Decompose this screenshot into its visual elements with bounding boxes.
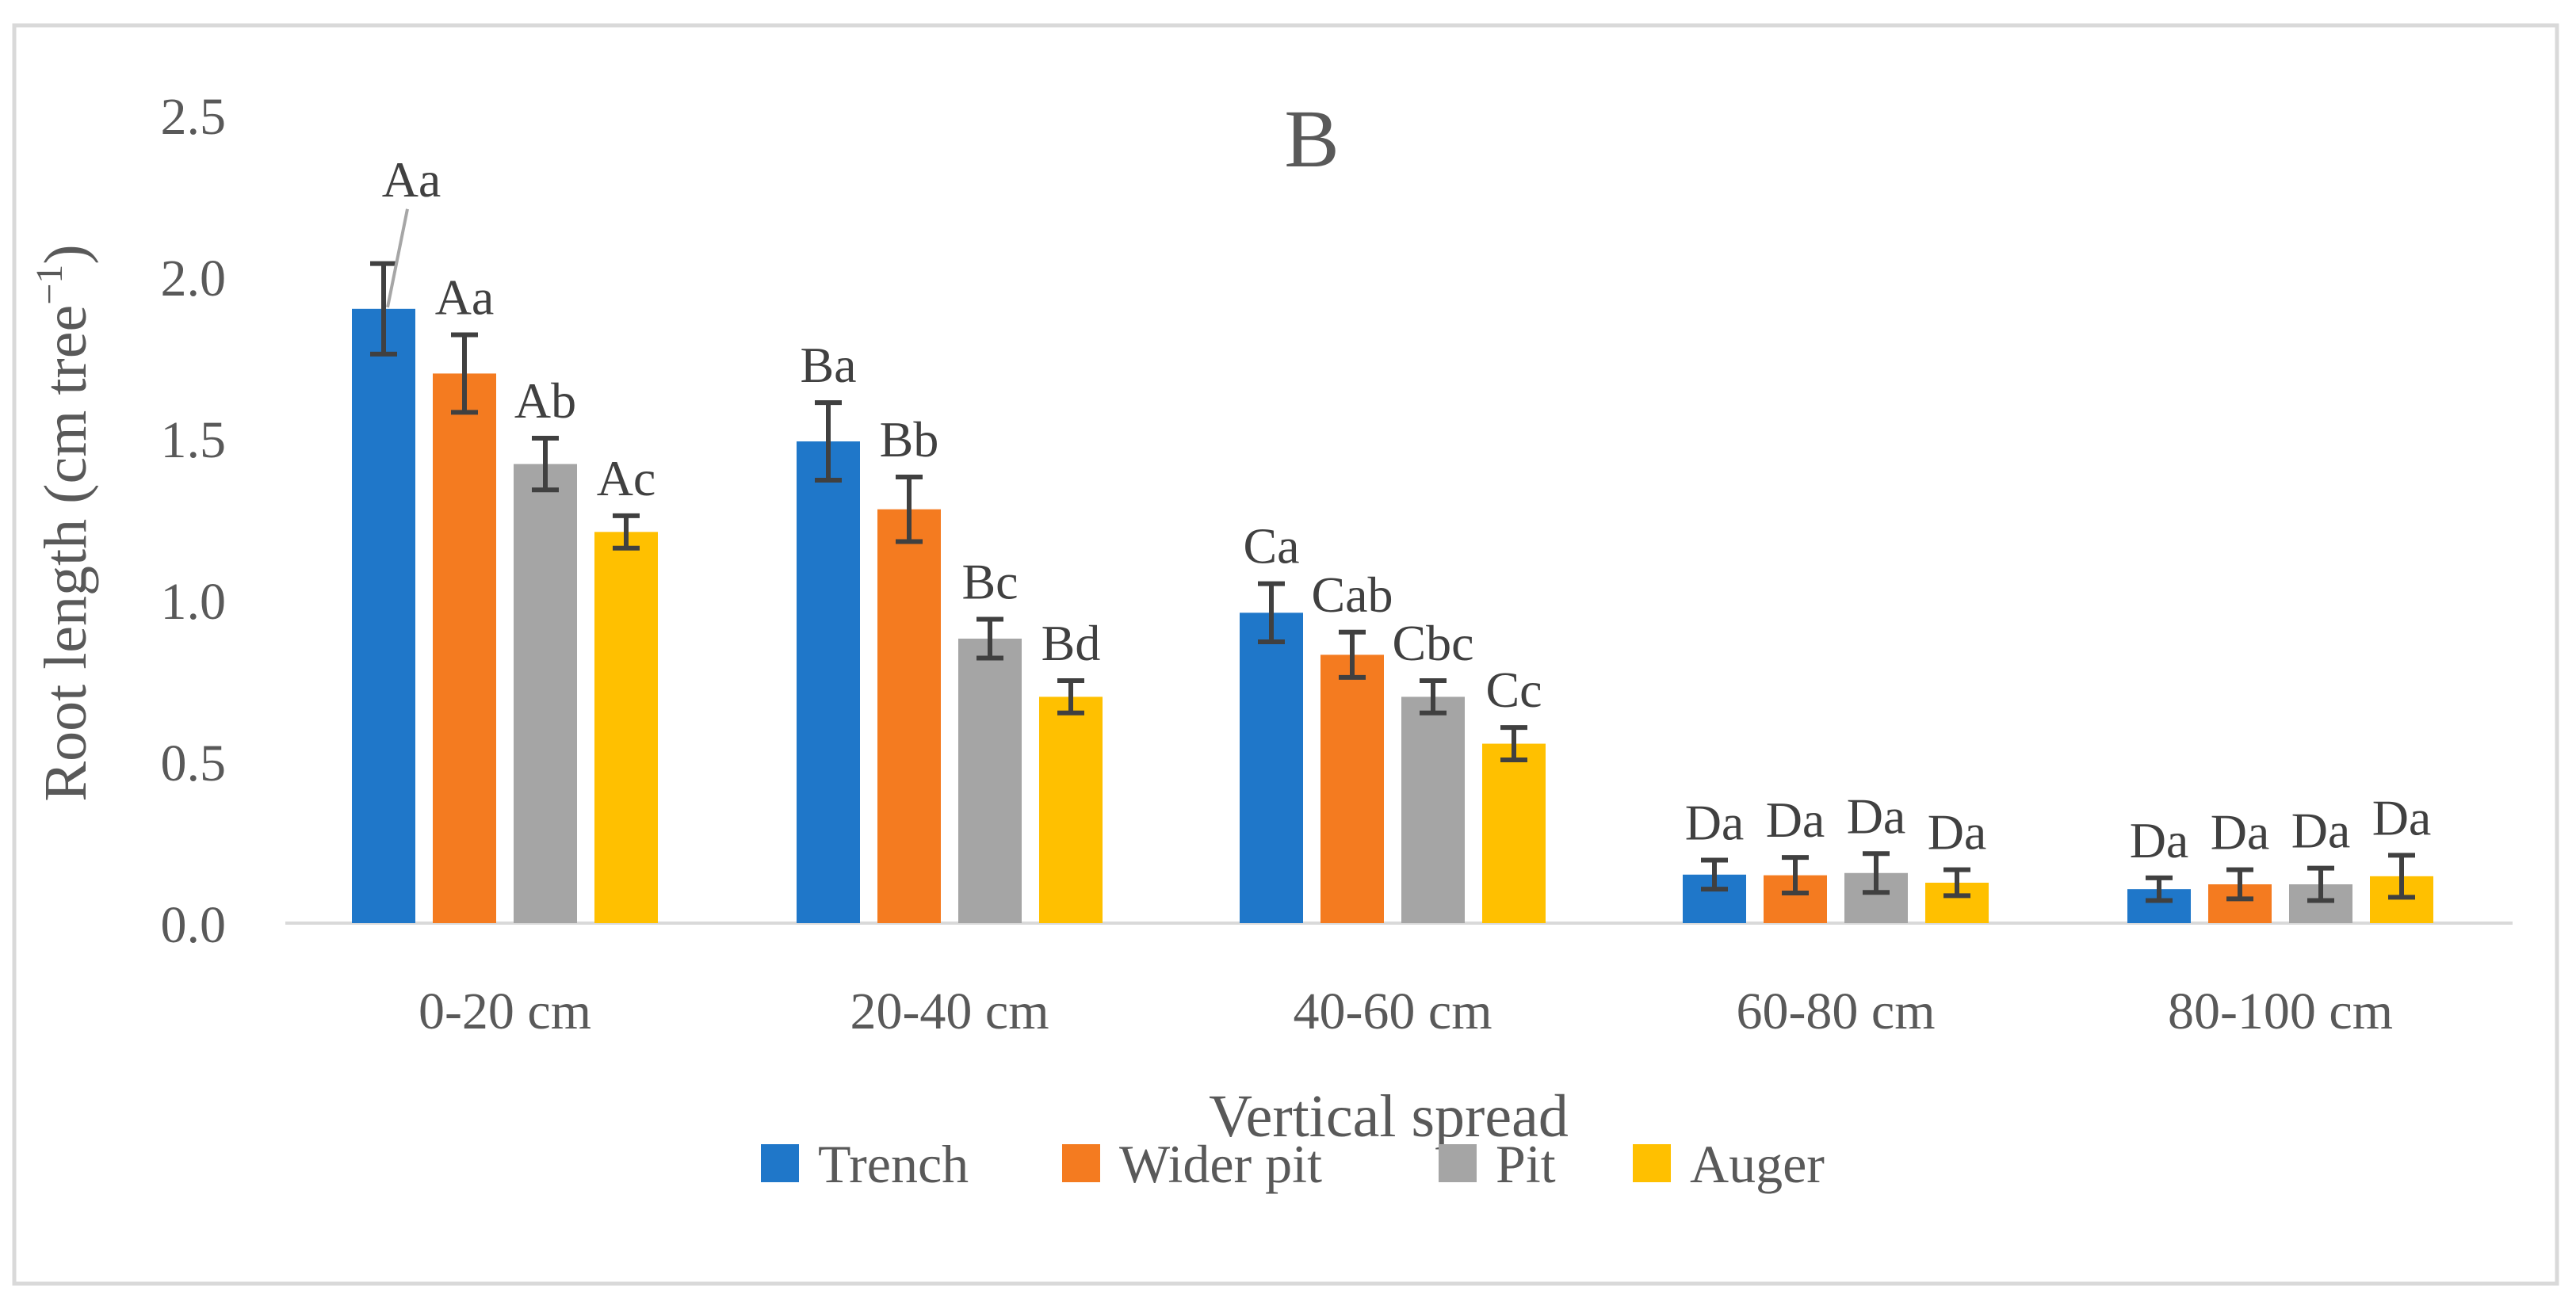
x-tick-label: 80-100 cm bbox=[2168, 983, 2393, 1040]
data-label: Da bbox=[1685, 794, 1745, 850]
x-tick-label: 60-80 cm bbox=[1736, 983, 1935, 1040]
y-tick-label: 0.5 bbox=[161, 735, 227, 792]
legend-label: Pit bbox=[1496, 1134, 1556, 1194]
data-label: Cc bbox=[1485, 662, 1542, 718]
data-label: Da bbox=[2291, 803, 2351, 859]
legend: Trench Wider pit Pit Auger bbox=[761, 1134, 1825, 1194]
data-label: Da bbox=[1847, 788, 1906, 844]
data-label: Ba bbox=[800, 337, 856, 393]
bar bbox=[877, 509, 941, 923]
data-label: Cab bbox=[1311, 567, 1393, 623]
legend-label: Trench bbox=[818, 1134, 969, 1194]
bar bbox=[958, 638, 1022, 923]
legend-label: Auger bbox=[1690, 1134, 1825, 1194]
data-label: Aa bbox=[382, 151, 441, 208]
leader-line bbox=[386, 208, 409, 308]
bar bbox=[1240, 613, 1303, 923]
x-axis-title: Vertical spread bbox=[1209, 1083, 1569, 1150]
bar bbox=[797, 441, 860, 923]
data-label: Cbc bbox=[1392, 615, 1473, 671]
bar bbox=[433, 373, 496, 923]
bars-layer bbox=[352, 261, 2433, 923]
y-tick-label: 1.0 bbox=[161, 573, 227, 631]
legend-label: Wider pit bbox=[1119, 1134, 1322, 1194]
y-tick-label: 1.5 bbox=[161, 411, 227, 469]
legend-swatch bbox=[1633, 1144, 1671, 1182]
bar bbox=[1039, 696, 1103, 923]
bar bbox=[1482, 743, 1546, 923]
data-label: Bb bbox=[880, 411, 939, 468]
y-axis-title-close: ) bbox=[32, 244, 99, 264]
data-label: Ab bbox=[514, 372, 576, 429]
y-axis-title: Root length (cm tree−1) bbox=[29, 244, 99, 801]
y-tick-label: 0.0 bbox=[161, 896, 227, 954]
bar bbox=[1401, 696, 1465, 923]
data-label: Ac bbox=[597, 450, 656, 506]
data-label: Ca bbox=[1243, 518, 1299, 574]
data-label: Da bbox=[1928, 804, 1987, 861]
bar bbox=[514, 464, 577, 923]
data-label: Aa bbox=[435, 269, 495, 325]
y-tick-label: 2.5 bbox=[161, 88, 227, 146]
legend-swatch bbox=[1062, 1144, 1100, 1182]
bar bbox=[594, 532, 658, 923]
data-label: Bd bbox=[1041, 615, 1101, 671]
x-tick-label: 0-20 cm bbox=[419, 983, 591, 1040]
x-tick-label: 40-60 cm bbox=[1293, 983, 1492, 1040]
legend-swatch bbox=[1439, 1144, 1477, 1182]
y-axis-title-main: Root length (cm tree bbox=[32, 305, 99, 802]
chart-title: B bbox=[1284, 94, 1339, 185]
x-tick-label: 20-40 cm bbox=[850, 983, 1049, 1040]
y-tick-label: 2.0 bbox=[161, 250, 227, 307]
y-axis-title-superscript: −1 bbox=[29, 265, 71, 305]
data-labels-layer: Aa Ba Ca Da Da Aa Bb Cab Da Da Ab Bc Cbc Da Da Ac Bd Cc Da… bbox=[382, 151, 2432, 868]
data-label: Da bbox=[2130, 812, 2189, 868]
bar bbox=[352, 308, 415, 923]
data-label: Bc bbox=[961, 553, 1018, 609]
data-label: Da bbox=[2372, 789, 2432, 845]
data-label: Da bbox=[1766, 792, 1825, 848]
bar bbox=[1320, 654, 1384, 923]
data-label: Da bbox=[2211, 804, 2270, 861]
legend-swatch bbox=[761, 1144, 799, 1182]
